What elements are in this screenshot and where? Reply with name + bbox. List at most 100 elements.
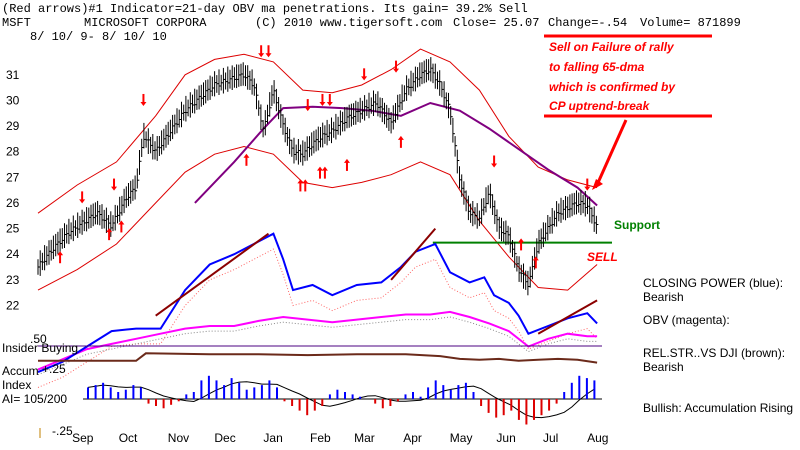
ma65-line: [194, 101, 598, 207]
support-label: Support: [614, 218, 660, 232]
bullish-accum-label: Bullish: Accumulation Rising: [643, 401, 793, 415]
sell-arrow-head: [326, 101, 333, 106]
header-close: Close= 25.07: [453, 16, 539, 30]
buy-arrow-head: [243, 153, 250, 158]
index-label: Index: [2, 378, 31, 392]
annotation-pointer: [595, 119, 628, 186]
buy-arrow: [297, 179, 304, 192]
sell-note-line-4: CP uptrend-break: [549, 99, 651, 113]
month-label: Feb: [310, 431, 331, 445]
buy-arrow: [57, 251, 64, 264]
sell-arrow: [265, 45, 272, 58]
buy-arrow: [118, 220, 125, 233]
month-label: Dec: [214, 431, 235, 445]
month-label: Nov: [168, 431, 189, 445]
lines-layer: [37, 57, 612, 419]
sell-arrow-head: [265, 53, 272, 58]
sell-arrow: [258, 45, 265, 58]
buy-arrow: [106, 228, 113, 241]
accum-minus-label: -.25: [52, 424, 73, 438]
marks-layer: [39, 45, 596, 438]
buy-arrow: [518, 238, 525, 251]
y-tick-label: 24: [6, 247, 20, 261]
accum-label: Accum: [2, 364, 39, 378]
buy-arrow: [302, 179, 309, 192]
month-label: Apr: [403, 431, 422, 445]
y-tick-label: 25: [6, 222, 20, 236]
sell-label: SELL: [587, 250, 618, 264]
accum-ma-line: [87, 381, 595, 419]
buy-arrow-head: [343, 158, 350, 163]
month-label: Sep: [72, 431, 94, 445]
buy-arrow-head: [118, 220, 125, 225]
sell-arrow: [79, 191, 86, 204]
annotation-pointer-head: [592, 179, 603, 190]
sell-arrow: [326, 93, 333, 106]
month-label: Oct: [119, 431, 138, 445]
buy-arrow: [321, 166, 328, 179]
sell-arrow: [393, 60, 400, 73]
cp-trendline: [390, 227, 437, 281]
buy-arrow-head: [106, 228, 113, 233]
obv-label: OBV (magenta):: [643, 313, 730, 327]
sell-arrow-head: [304, 107, 311, 112]
buy-arrow: [532, 256, 539, 269]
buy-arrow-head: [57, 251, 64, 256]
sell-arrow-head: [111, 186, 118, 191]
header-symbol: MSFT: [2, 16, 31, 30]
closing-power-label: CLOSING POWER (blue):: [643, 276, 783, 290]
relstr-line: [38, 352, 598, 364]
sell-note-line-1: Sell on Failure of rally: [549, 40, 675, 54]
header-volume: Volume= 871899: [640, 16, 741, 30]
sell-arrow: [111, 178, 118, 191]
buy-arrow-head: [321, 166, 328, 171]
sell-arrow: [584, 178, 591, 191]
month-label: Mar: [354, 431, 375, 445]
sell-arrow-head: [258, 53, 265, 58]
insider-value: .50: [30, 332, 47, 346]
closing-power-state: Bearish: [643, 290, 684, 304]
y-tick-label: 23: [6, 273, 20, 287]
insider-label: Insider Buying: [2, 341, 78, 355]
buy-arrow-head: [397, 135, 404, 140]
sell-arrow: [319, 93, 326, 106]
accum-plus-label: +.25: [42, 362, 66, 376]
buy-arrow-head: [518, 238, 525, 243]
y-tick-label: 22: [6, 299, 20, 313]
sell-arrow-head: [393, 68, 400, 73]
y-tick-label: 29: [6, 119, 20, 133]
sell-arrow-head: [584, 186, 591, 191]
bands-layer: [37, 48, 598, 388]
sell-arrow: [491, 155, 498, 168]
y-tick-label: 26: [6, 196, 20, 210]
sell-arrow-head: [361, 76, 368, 81]
relstr-state: Bearish: [643, 360, 684, 374]
buy-arrow-head: [297, 179, 304, 184]
month-label: May: [450, 431, 473, 445]
buy-arrow-head: [532, 256, 539, 261]
header-dates: 8/ 10/ 9- 8/ 10/ 10: [30, 30, 167, 44]
month-label: Aug: [587, 431, 608, 445]
cp-ma-dotted-line: [37, 248, 598, 388]
month-label: Jan: [263, 431, 282, 445]
sell-arrow: [304, 99, 311, 112]
sell-arrow: [361, 68, 368, 81]
upper-band-line: [37, 48, 598, 214]
obv-line: [37, 310, 598, 371]
lower-band-line: [37, 145, 598, 291]
header-copyright: (C) 2010 www.tigersoft.com: [255, 16, 442, 30]
y-tick-label: 30: [6, 93, 20, 107]
buy-arrow-head: [317, 166, 323, 171]
closing-power-line: [37, 232, 598, 374]
header-indicator: (Red arrows)#1 Indicator=21-day OBV ma p…: [2, 2, 528, 16]
sell-arrow-head: [319, 101, 326, 106]
sell-arrow: [140, 93, 147, 106]
ai-label: AI= 105/200: [2, 392, 67, 406]
buy-arrow: [243, 153, 250, 166]
month-label: Jul: [543, 431, 558, 445]
sell-note-line-2: to falling 65-dma: [549, 60, 645, 74]
y-tick-label: 31: [6, 68, 20, 82]
buy-arrow-head: [302, 179, 309, 184]
